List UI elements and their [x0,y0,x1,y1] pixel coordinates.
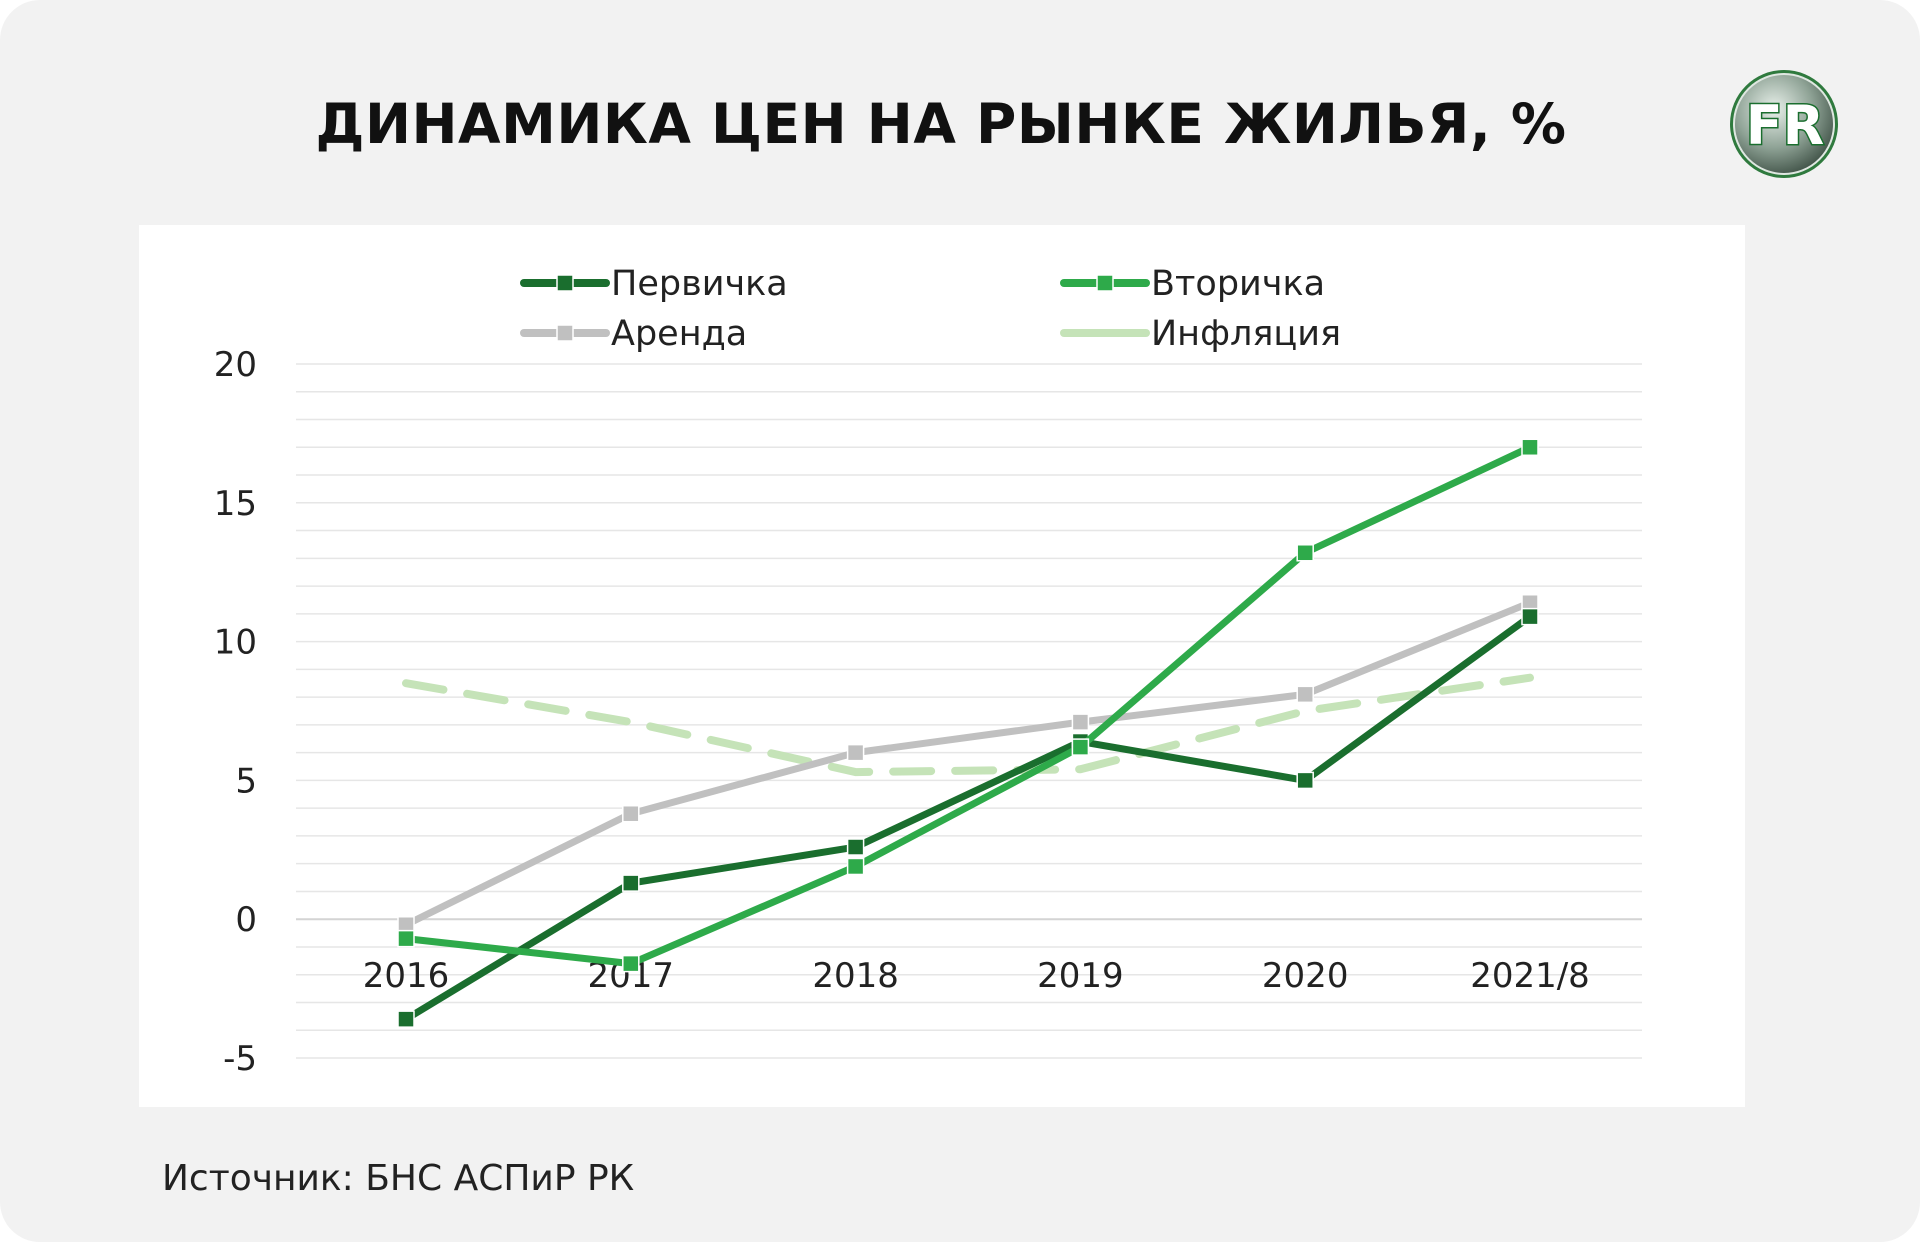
data-point [622,874,640,892]
data-point [1521,607,1539,626]
series-line-1 [402,613,1534,1023]
y-tick-label: 10 [214,623,257,663]
data-point [1071,713,1090,731]
plot-area: 20 15 10 5 0 -5 2016 2017 2018 2019 2020 2021/8 Перв… [139,225,1745,1107]
x-tick-label: 2016 [363,956,450,996]
data-point [1521,438,1539,457]
data-point [1071,738,1090,756]
data-point [1296,771,1314,790]
legend-marker [556,324,574,342]
y-tick-label: -5 [223,1039,257,1079]
y-tick-label: 15 [214,484,257,524]
fr-logo-icon: FR [1730,70,1838,178]
data-point [1296,685,1314,704]
x-tick-label: 2020 [1262,956,1349,996]
x-tick-label: 2018 [812,956,899,996]
data-point [622,954,640,973]
data-point [397,929,415,948]
series-line-4 [402,673,1534,777]
legend-label: Инфляция [1151,314,1341,354]
x-tick-label: 2021/8 [1470,956,1590,996]
series-line-2 [402,443,1534,968]
y-tick-label: 20 [214,345,257,385]
legend-label: Первичка [611,264,788,304]
logo-text: FR [1746,94,1824,157]
legend-label: Аренда [611,314,747,354]
data-point [1296,544,1314,562]
data-point [397,1010,415,1028]
legend-label: Вторичка [1151,264,1325,304]
legend-marker [1096,274,1114,292]
data-point [622,804,640,823]
data-point [846,743,865,762]
y-tick-label: 0 [235,900,257,940]
source-note: Источник: БНС АСПиР РК [162,1158,635,1199]
legend-marker [556,274,574,292]
chart-title: ДИНАМИКА ЦЕН НА РЫНКЕ ЖИЛЬЯ, % [315,92,1567,156]
y-tick-label: 5 [235,761,257,801]
data-point [846,857,865,876]
series-line-3 [402,599,1534,929]
x-tick-label: 2019 [1037,956,1124,996]
data-point [846,838,865,856]
